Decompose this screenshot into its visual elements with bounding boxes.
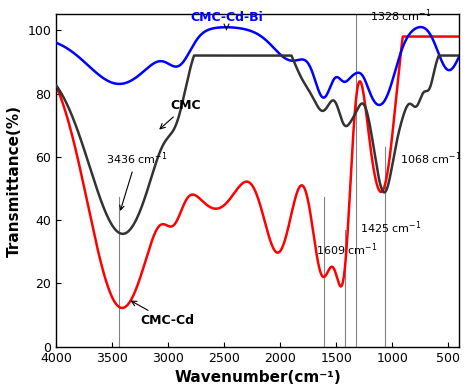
X-axis label: Wavenumber(cm⁻¹): Wavenumber(cm⁻¹) [174, 370, 341, 385]
Text: CMC-Cd-Bi: CMC-Cd-Bi [190, 11, 263, 29]
Text: CMC: CMC [160, 99, 201, 129]
Text: 3436 cm$^{-1}$: 3436 cm$^{-1}$ [106, 150, 167, 210]
Text: 1068 cm$^{-1}$: 1068 cm$^{-1}$ [400, 150, 462, 167]
Text: 1609 cm$^{-1}$: 1609 cm$^{-1}$ [316, 242, 378, 258]
Text: 1328 cm$^{-1}$: 1328 cm$^{-1}$ [370, 7, 431, 24]
Text: CMC-Cd: CMC-Cd [131, 301, 194, 327]
Text: 1425 cm$^{-1}$: 1425 cm$^{-1}$ [360, 220, 421, 236]
Y-axis label: Transmittance(%): Transmittance(%) [7, 105, 22, 256]
